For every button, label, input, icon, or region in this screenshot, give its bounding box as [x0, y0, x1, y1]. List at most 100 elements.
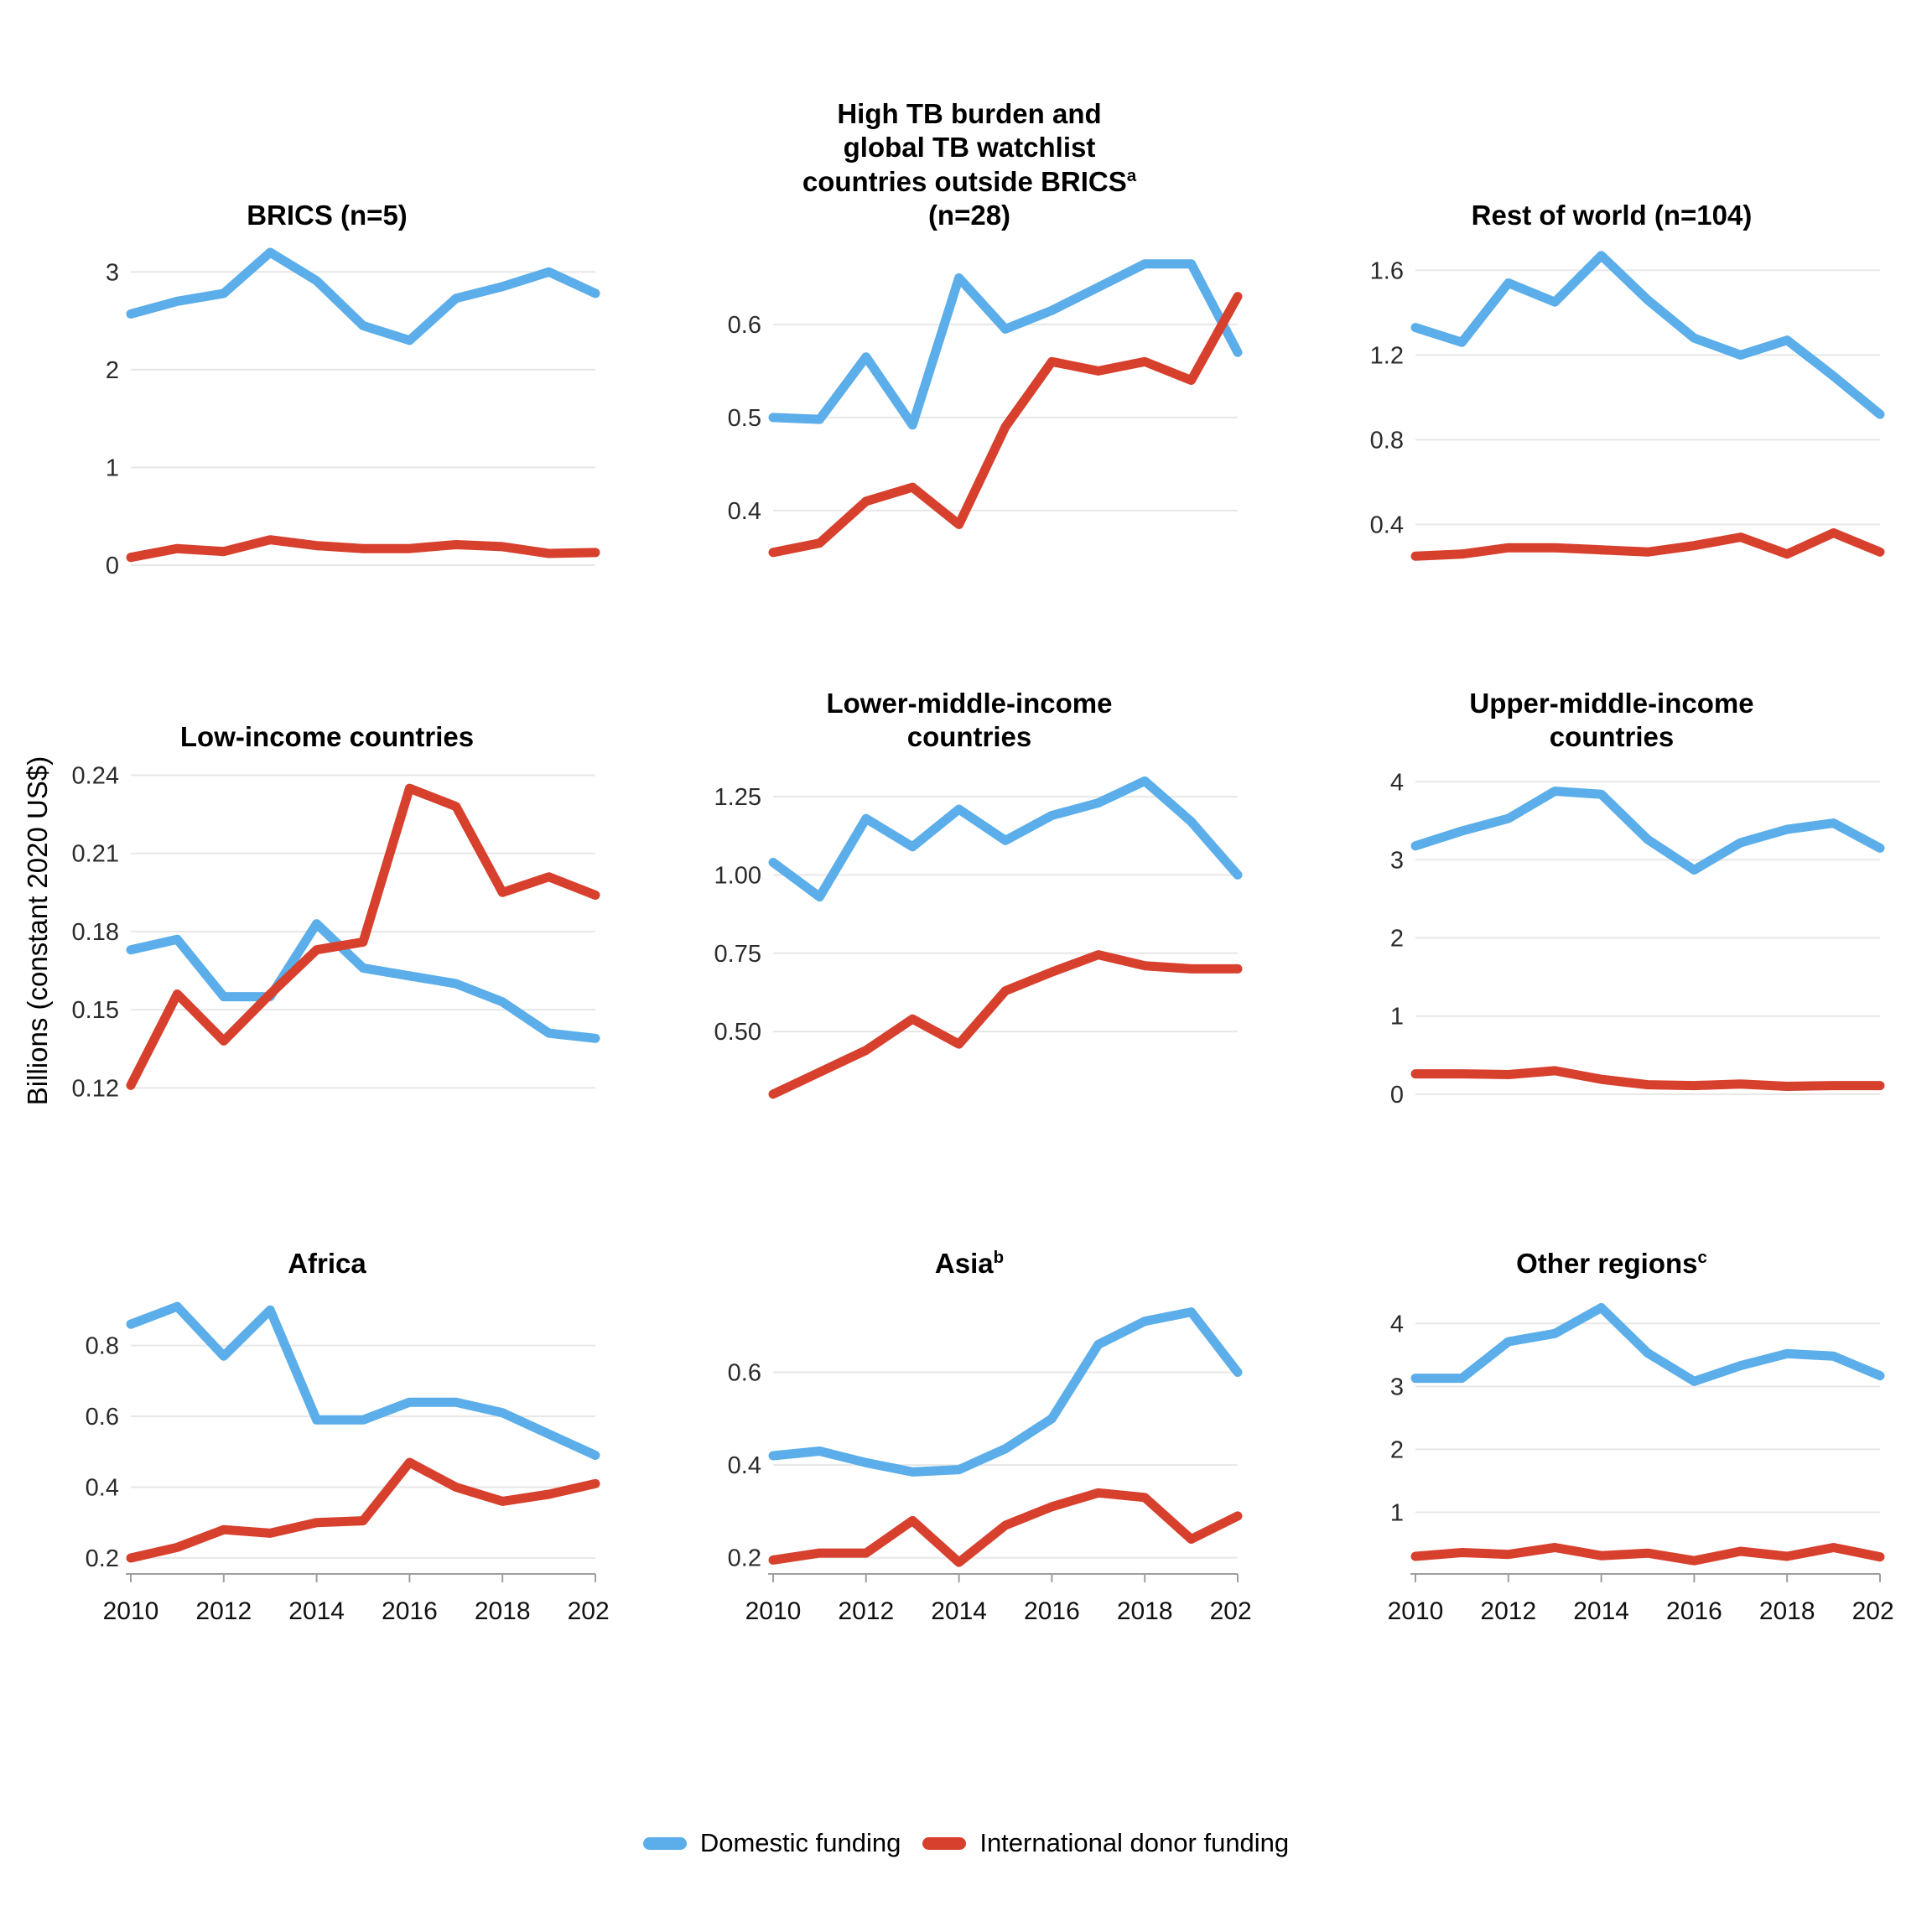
y-tick-label: 0.4: [728, 498, 761, 525]
y-tick-label: 0.4: [1370, 512, 1404, 538]
y-tick-label: 2: [106, 357, 119, 384]
panel-title-brics: BRICS (n=5): [45, 85, 609, 232]
y-tick-label: 0.8: [86, 1333, 119, 1360]
panel-title-line: Low-income countries: [179, 720, 475, 752]
plot-area-lower-middle-income: 0.50 0.75 1.00 1.25: [688, 754, 1251, 1110]
domestic-funding-line: [768, 259, 1243, 430]
panel-title-line: Upper-middle-income: [1469, 687, 1754, 719]
plot-area-high-tb-burden: 0.4 0.5 0.6: [688, 232, 1251, 578]
domestic-funding-swatch-icon: [642, 1836, 687, 1850]
panel-title-rest-of-world: Rest of world (n=104): [1330, 85, 1893, 232]
x-tick-label: 2010: [103, 1597, 159, 1625]
international-donor-funding-line: [768, 1488, 1243, 1567]
international-donor-funding-line: [1410, 528, 1885, 561]
y-tick-label: 1: [1390, 1004, 1404, 1031]
domestic-funding-line: [768, 776, 1243, 902]
international-donor-funding-line: [1410, 1543, 1885, 1566]
x-tick-label: 2016: [382, 1597, 438, 1625]
panel-title-line: High TB burden and: [837, 98, 1102, 129]
x-tick-label: 2012: [195, 1597, 252, 1625]
chart-panel-africa: Africa 0.2 0.4 0.6 0.8 2010 2012 2014 2016 2018 2…: [45, 1233, 609, 1651]
domestic-funding-line: [1410, 251, 1885, 419]
panel-title-line: countries: [1549, 720, 1675, 752]
chart-panel-low-income: Low-income countries 0.12 0.15 0.18 0.21 0.2…: [45, 680, 609, 1110]
international-donor-funding-line: [1410, 1066, 1885, 1091]
y-tick-label: 2: [1390, 1436, 1404, 1463]
y-tick-label: 0.4: [86, 1475, 119, 1502]
y-tick-label: 4: [1390, 1311, 1404, 1337]
y-tick-label: 1.2: [1370, 342, 1404, 369]
y-tick-label: 2: [1390, 926, 1404, 953]
line-chart: 0.2 0.4 0.6 0.8 2010 2012 2014 2016 2018 2020: [86, 1301, 609, 1625]
line-chart: 0.4 0.8 1.2 1.6: [1370, 251, 1885, 561]
line-chart: 0.2 0.4 0.6 2010 2012 2014 2016 2018 2020: [728, 1307, 1251, 1625]
legend-label-donor: International donor funding: [979, 1828, 1290, 1857]
y-tick-label: 0.15: [72, 997, 119, 1024]
panel-title-high-tb-burden: High TB burden and global TB watchlist cou…: [688, 85, 1251, 232]
y-tick-label: 0.24: [72, 763, 119, 790]
panel-title-line: global TB watchlist: [843, 132, 1096, 164]
panel-title-upper-middle-income: Upper-middle-income countries: [1330, 680, 1893, 754]
domestic-funding-line: [126, 247, 600, 345]
chart-panel-brics: BRICS (n=5) 0 1 2 3: [45, 85, 609, 578]
international-donor-funding-line: [126, 535, 600, 563]
panel-title-line: countries: [906, 720, 1032, 752]
domestic-funding-line: [768, 1307, 1243, 1477]
plot-area-africa: 0.2 0.4 0.6 0.8 2010 2012 2014 2016 2018 2020: [45, 1280, 609, 1651]
panel-title-line: (n=28): [927, 199, 1011, 231]
panel-title-low-income: Low-income countries: [45, 680, 609, 754]
panel-title-line: Lower-middle-income: [826, 687, 1113, 719]
y-tick-label: 1.00: [714, 862, 761, 889]
y-tick-label: 0.8: [1370, 427, 1404, 454]
domestic-funding-line: [126, 919, 600, 1043]
plot-area-other-regions: 1 2 3 4 2010 2012 2014 2016 2018 2020: [1330, 1280, 1893, 1651]
line-chart: 0.4 0.5 0.6: [728, 259, 1243, 558]
chart-panel-high-tb-burden: High TB burden and global TB watchlist cou…: [688, 85, 1251, 578]
x-tick-label: 2018: [1117, 1597, 1173, 1625]
chart-panel-other-regions: Other regionsc 1 2 3 4 2010 2012 2014 2016 2018 2…: [1330, 1233, 1893, 1651]
domestic-funding-line: [1410, 1303, 1885, 1386]
y-tick-label: 1: [1390, 1499, 1404, 1526]
x-tick-label: 2018: [1759, 1597, 1815, 1625]
panel-title-line: Rest of world (n=104): [1471, 199, 1753, 231]
y-tick-label: 0.18: [72, 919, 119, 946]
line-chart: 1 2 3 4 2010 2012 2014 2016 2018 2020: [1388, 1303, 1893, 1625]
title-superscript: a: [1126, 165, 1137, 185]
y-tick-label: 0: [106, 553, 119, 578]
chart-panel-upper-middle-income: Upper-middle-income countries 0 1 2 3 4: [1330, 680, 1893, 1110]
plot-area-upper-middle-income: 0 1 2 3 4: [1330, 754, 1893, 1110]
international-donor-funding-swatch-icon: [922, 1836, 967, 1850]
y-tick-label: 1.25: [714, 784, 761, 811]
title-superscript: c: [1697, 1247, 1707, 1267]
chart-panel-asia: Asiab 0.2 0.4 0.6 2010 2012 2014 2016 2018 2020: [688, 1233, 1251, 1651]
chart-panel-rest-of-world: Rest of world (n=104) 0.4 0.8 1.2 1.6: [1330, 85, 1893, 578]
y-tick-label: 1: [106, 454, 119, 481]
y-tick-label: 0.4: [728, 1452, 761, 1479]
x-tick-label: 2012: [838, 1597, 894, 1625]
x-tick-label: 2012: [1480, 1597, 1536, 1625]
legend-item-donor: International donor funding: [922, 1828, 1289, 1858]
y-tick-label: 0: [1390, 1082, 1404, 1109]
y-tick-label: 0.6: [728, 1360, 761, 1387]
panel-title-other-regions: Other regionsc: [1330, 1233, 1893, 1280]
panel-title-line: Asiab: [934, 1247, 1005, 1279]
y-tick-label: 3: [1390, 1374, 1404, 1400]
x-tick-label: 2020: [568, 1597, 609, 1625]
y-tick-label: 0.21: [72, 841, 119, 868]
plot-area-low-income: 0.12 0.15 0.18 0.21 0.24: [45, 754, 609, 1110]
plot-area-brics: 0 1 2 3: [45, 232, 609, 578]
x-tick-label: 2016: [1666, 1597, 1722, 1625]
plot-area-rest-of-world: 0.4 0.8 1.2 1.6: [1330, 232, 1893, 578]
international-donor-funding-line: [126, 783, 600, 1090]
x-tick-label: 2014: [931, 1597, 987, 1625]
x-tick-label: 2014: [1573, 1597, 1629, 1625]
title-superscript: b: [993, 1247, 1005, 1267]
panel-title-asia: Asiab: [688, 1233, 1251, 1280]
y-tick-label: 0.75: [714, 941, 761, 968]
panel-title-line: countries outside BRICSa: [802, 165, 1137, 197]
y-tick-label: 1.6: [1370, 257, 1404, 284]
y-tick-label: 0.5: [728, 405, 761, 432]
y-tick-label: 0.6: [86, 1404, 119, 1431]
y-tick-label: 0.2: [86, 1545, 119, 1572]
y-tick-label: 0.50: [714, 1019, 761, 1046]
